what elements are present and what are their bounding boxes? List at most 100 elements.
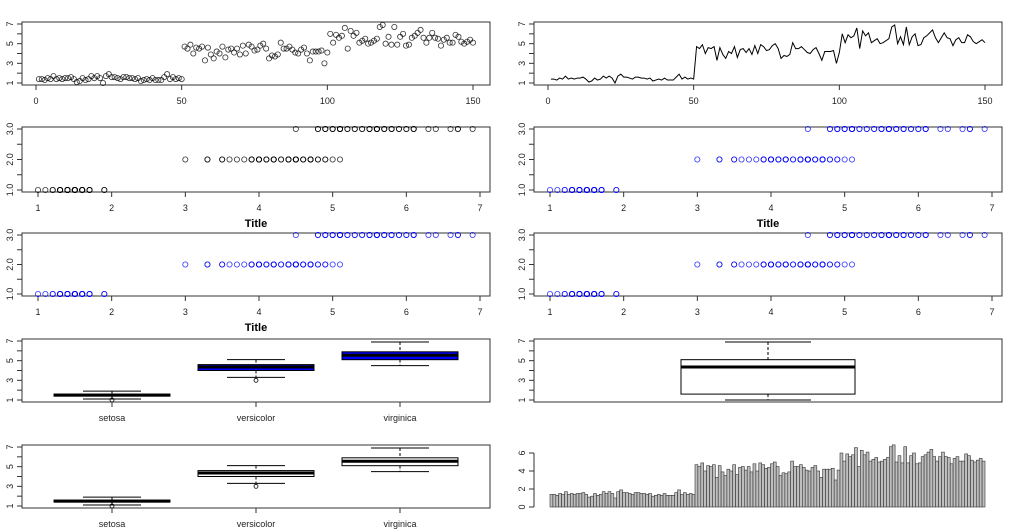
bar — [796, 466, 800, 508]
data-point — [429, 29, 436, 36]
data-point — [155, 77, 162, 84]
data-point — [826, 156, 833, 163]
chart-panel-9: 0 2 4 6 — [517, 444, 986, 510]
bar — [749, 471, 754, 508]
y-tick-label: 3 — [517, 378, 527, 383]
data-point — [309, 48, 316, 55]
x-tick-label: 2 — [109, 307, 114, 317]
bar — [938, 456, 942, 508]
data-point — [598, 290, 605, 297]
data-point — [207, 51, 214, 58]
data-point — [49, 290, 56, 297]
bar — [955, 456, 960, 508]
box-iqr — [680, 359, 856, 395]
data-point — [447, 231, 454, 238]
box-virginica: virginica — [341, 341, 459, 423]
bar — [778, 475, 783, 508]
x-tick-label: 5 — [330, 307, 335, 317]
y-tick-label: 2.0 — [517, 258, 527, 271]
y-tick-label: 1 — [5, 80, 15, 85]
data-point — [915, 126, 922, 133]
x-tick-label: 150 — [977, 96, 992, 106]
data-point — [79, 186, 86, 193]
data-point — [182, 261, 189, 268]
data-point — [57, 290, 64, 297]
x-tick-label: 7 — [989, 203, 994, 213]
data-point — [333, 31, 340, 38]
data-point — [388, 41, 395, 48]
y-tick-label: 3.0 — [517, 123, 527, 136]
data-point — [62, 75, 69, 82]
bar — [935, 460, 939, 508]
data-point — [388, 231, 395, 238]
y-tick-label: 1.0 — [517, 184, 527, 197]
x-tick-label: 7 — [477, 203, 482, 213]
data-point — [338, 32, 345, 39]
data-point — [841, 231, 848, 238]
bar — [662, 493, 667, 508]
data-point — [403, 231, 410, 238]
bar — [714, 476, 719, 508]
data-point — [841, 261, 848, 268]
data-point — [382, 40, 389, 47]
bar — [680, 494, 684, 508]
bar — [828, 468, 832, 508]
data-point — [922, 126, 929, 133]
box-all — [680, 341, 856, 401]
bar — [558, 493, 562, 508]
x-tick-label: 2 — [621, 307, 626, 317]
data-point — [395, 231, 402, 238]
data-point — [826, 126, 833, 133]
x-tick-label: 4 — [256, 307, 261, 317]
data-point — [219, 156, 226, 163]
data-point — [394, 41, 401, 48]
data-point — [100, 80, 107, 87]
data-point — [329, 156, 336, 163]
bar — [645, 494, 649, 508]
data-point — [123, 74, 130, 81]
x-tick-label: 5 — [842, 307, 847, 317]
y-tick-label: 7 — [5, 21, 15, 26]
bar — [665, 494, 670, 508]
data-point — [907, 231, 914, 238]
bar — [651, 495, 655, 508]
bar — [952, 458, 957, 508]
box-setosa: setosa — [53, 390, 171, 423]
data-point — [812, 261, 819, 268]
data-point — [716, 156, 723, 163]
bar — [642, 493, 646, 508]
bar — [923, 454, 928, 508]
data-point — [248, 156, 255, 163]
bar — [598, 494, 603, 508]
data-point — [591, 290, 598, 297]
data-point — [373, 126, 380, 133]
bar — [981, 460, 986, 508]
bar — [920, 456, 925, 508]
data-point — [86, 186, 93, 193]
x-tick-label: 50 — [689, 96, 699, 106]
bar — [975, 459, 980, 508]
data-point — [182, 156, 189, 163]
data-point — [344, 126, 351, 133]
data-point — [278, 156, 285, 163]
data-point — [225, 46, 232, 53]
data-point — [878, 231, 885, 238]
data-point — [295, 50, 302, 57]
x-tick-label: 7 — [477, 307, 482, 317]
data-point — [64, 290, 71, 297]
y-tick-label: 7 — [5, 338, 15, 343]
data-point — [812, 156, 819, 163]
data-point — [937, 126, 944, 133]
data-point — [307, 261, 314, 268]
bar — [720, 471, 725, 508]
data-point — [400, 30, 407, 37]
data-point — [849, 261, 856, 268]
bar — [755, 470, 760, 508]
bar — [555, 494, 559, 508]
bar — [816, 470, 820, 508]
bar — [619, 489, 623, 508]
y-tick-label: 7 — [517, 21, 527, 26]
bar — [799, 464, 803, 508]
bar — [758, 462, 762, 508]
bar — [575, 493, 580, 508]
